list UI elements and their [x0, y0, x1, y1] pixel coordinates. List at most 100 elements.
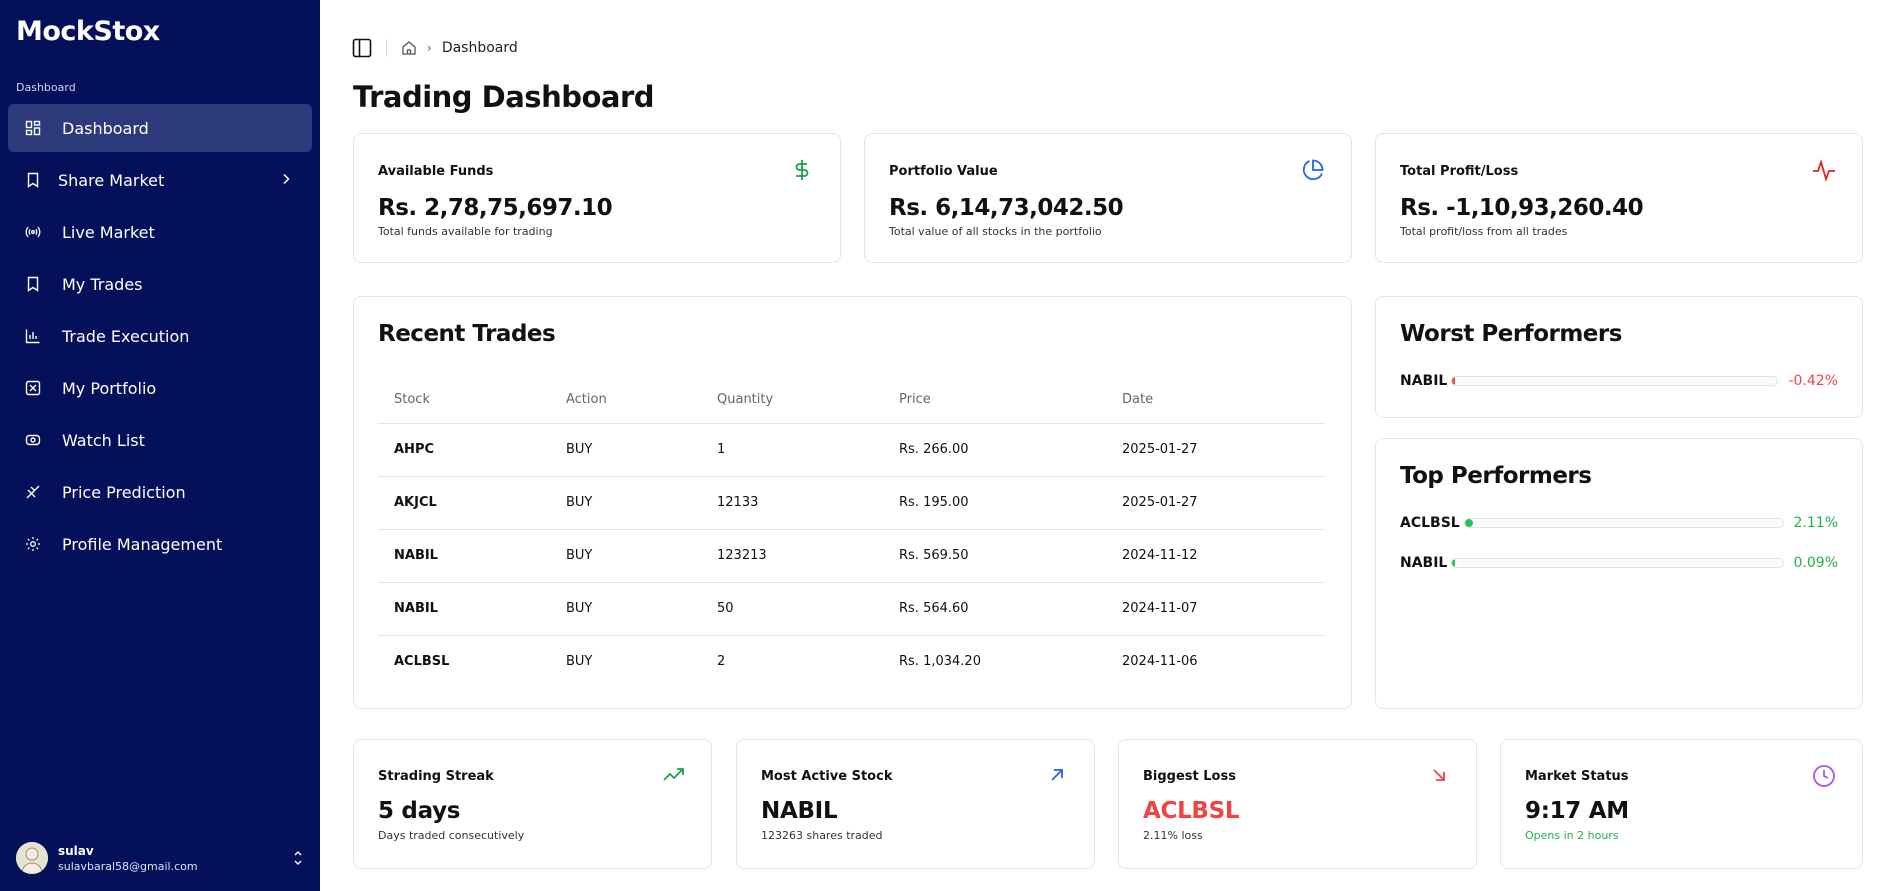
bookmark-icon: [24, 275, 42, 293]
top-performers-title: Top Performers: [1400, 463, 1592, 489]
sidebar-item-share-market[interactable]: Share Market: [8, 156, 312, 204]
column-header: Action: [550, 377, 701, 424]
dashboard-icon: [24, 119, 42, 137]
table-row[interactable]: ACLBSL BUY 2 Rs. 1,034.20 2024-11-06: [378, 635, 1325, 688]
performer-bar: [1451, 558, 1784, 568]
mini-stat-label: Strading Streak: [378, 769, 494, 784]
sidebar-toggle-icon[interactable]: [352, 38, 372, 58]
gear-icon: [24, 535, 42, 553]
bookmark-icon: [24, 171, 42, 189]
user-name: sulav: [58, 843, 94, 858]
performer-bar-fill: [1452, 559, 1455, 567]
trade-date: 2025-01-27: [1106, 476, 1325, 530]
mini-stat-label: Market Status: [1525, 769, 1629, 784]
performer-value: 2.11%: [1793, 515, 1838, 531]
sidebar-item-label: Dashboard: [62, 118, 149, 138]
trade-date: 2024-11-12: [1106, 529, 1325, 583]
breadcrumb[interactable]: Dashboard: [441, 40, 518, 56]
trade-date: 2024-11-06: [1122, 654, 1198, 670]
sidebar-item-dashboard[interactable]: Dashboard: [8, 104, 312, 152]
trade-stock: NABIL: [378, 582, 550, 636]
recent-trades-card: Recent Trades Stock Action Quantity Pric…: [353, 296, 1352, 709]
performer-name: NABIL: [1400, 555, 1448, 571]
trade-price: Rs. 266.00: [883, 423, 1106, 477]
mini-stat-value: 5 days: [378, 798, 461, 824]
trending-up-icon: [663, 764, 685, 786]
top-bar: › Dashboard: [352, 37, 518, 59]
clock-icon: [1812, 764, 1836, 788]
chevron-right-icon: [278, 171, 294, 187]
home-icon[interactable]: [401, 40, 417, 56]
sidebar-item-profile-management[interactable]: Profile Management: [8, 520, 312, 568]
recent-trades-title: Recent Trades: [378, 321, 556, 347]
trade-quantity: 12133: [701, 476, 883, 530]
pie-chart-icon: [1301, 158, 1325, 182]
mini-stat-value: 9:17 AM: [1525, 798, 1629, 824]
performer-bar: [1463, 518, 1784, 528]
user-menu[interactable]: sulav sulavbaral58@gmail.com: [16, 838, 306, 878]
arrow-down-right-icon: [1428, 764, 1450, 786]
sidebar-item-trade-execution[interactable]: Trade Execution: [8, 312, 312, 360]
performer-row[interactable]: NABIL -0.42%: [1400, 371, 1838, 391]
trade-stock: AHPC: [378, 423, 550, 477]
stat-label: Total Profit/Loss: [1400, 164, 1519, 179]
mini-stat-value: NABIL: [761, 798, 838, 824]
performer-row[interactable]: NABIL 0.09%: [1400, 553, 1838, 573]
sidebar-item-label: Live Market: [62, 222, 155, 242]
mini-stat-desc: 123263 shares traded: [761, 829, 883, 842]
table-row[interactable]: AKJCL BUY 12133 Rs. 195.00 2025-01-27: [378, 476, 1325, 530]
mini-stat-label: Biggest Loss: [1143, 769, 1236, 784]
market-status-card: Market Status 9:17 AM Opens in 2 hours: [1500, 739, 1863, 869]
available-funds-card: Available Funds Rs. 2,78,75,697.10 Total…: [353, 133, 841, 263]
performer-value: -0.42%: [1788, 373, 1838, 389]
activity-icon: [1812, 158, 1836, 182]
sidebar-item-my-portfolio[interactable]: My Portfolio: [8, 364, 312, 412]
column-header: Quantity: [701, 377, 883, 424]
trade-price: Rs. 195.00: [883, 476, 1106, 530]
table-row[interactable]: NABIL BUY 123213 Rs. 569.50 2024-11-12: [378, 529, 1325, 583]
trade-quantity: 50: [701, 582, 883, 636]
stat-value: Rs. 6,14,73,042.50: [889, 195, 1124, 221]
sidebar-item-my-trades[interactable]: My Trades: [8, 260, 312, 308]
sidebar-item-label: Watch List: [62, 430, 145, 450]
table-row[interactable]: NABIL BUY 50 Rs. 564.60 2024-11-07: [378, 582, 1325, 636]
sidebar-item-price-prediction[interactable]: Price Prediction: [8, 468, 312, 516]
sidebar-item-label: Trade Execution: [62, 326, 190, 346]
sidebar-item-watch-list[interactable]: Watch List: [8, 416, 312, 464]
sidebar-item-live-market[interactable]: Live Market: [8, 208, 312, 256]
column-header: Stock: [378, 377, 550, 424]
trade-action: BUY: [550, 423, 701, 477]
divider: [386, 39, 387, 57]
page-title: Trading Dashboard: [353, 80, 655, 114]
sidebar-item-label: My Trades: [62, 274, 143, 294]
stat-desc: Total profit/loss from all trades: [1400, 225, 1568, 238]
trade-action: BUY: [550, 582, 701, 636]
arrow-up-right-icon: [1046, 764, 1068, 786]
trade-quantity: 1: [701, 423, 883, 477]
square-x-icon: [24, 379, 42, 397]
stat-label: Portfolio Value: [889, 164, 998, 179]
table-row[interactable]: AHPC BUY 1 Rs. 266.00 2025-01-27: [378, 423, 1325, 477]
trade-price: Rs. 1,034.20: [899, 654, 981, 670]
app-logo[interactable]: MockStox: [16, 16, 160, 47]
stat-label: Available Funds: [378, 164, 494, 179]
mini-stat-desc: Opens in 2 hours: [1525, 829, 1619, 842]
trading-streak-card: Strading Streak 5 days Days traded conse…: [353, 739, 712, 869]
performer-row[interactable]: ACLBSL 2.11%: [1400, 513, 1838, 533]
trade-date: 2025-01-27: [1106, 423, 1325, 477]
performer-bar: [1451, 376, 1779, 386]
column-header: Date: [1106, 377, 1325, 424]
performer-bar-fill: [1452, 377, 1455, 385]
most-active-stock-card: Most Active Stock NABIL 123263 shares tr…: [736, 739, 1095, 869]
broadcast-icon: [24, 223, 42, 241]
sidebar-nav: Dashboard Share Market Live Market My Tr…: [8, 104, 312, 572]
dollar-icon: [790, 158, 814, 182]
trade-price: Rs. 569.50: [883, 529, 1106, 583]
trade-action: BUY: [566, 654, 593, 670]
chevrons-up-down-icon[interactable]: [290, 848, 306, 868]
chart-icon: [24, 327, 42, 345]
trade-quantity: 2: [717, 654, 726, 670]
trade-stock: AKJCL: [378, 476, 550, 530]
stat-value: Rs. -1,10,93,260.40: [1400, 195, 1644, 221]
trade-stock: NABIL: [378, 529, 550, 583]
